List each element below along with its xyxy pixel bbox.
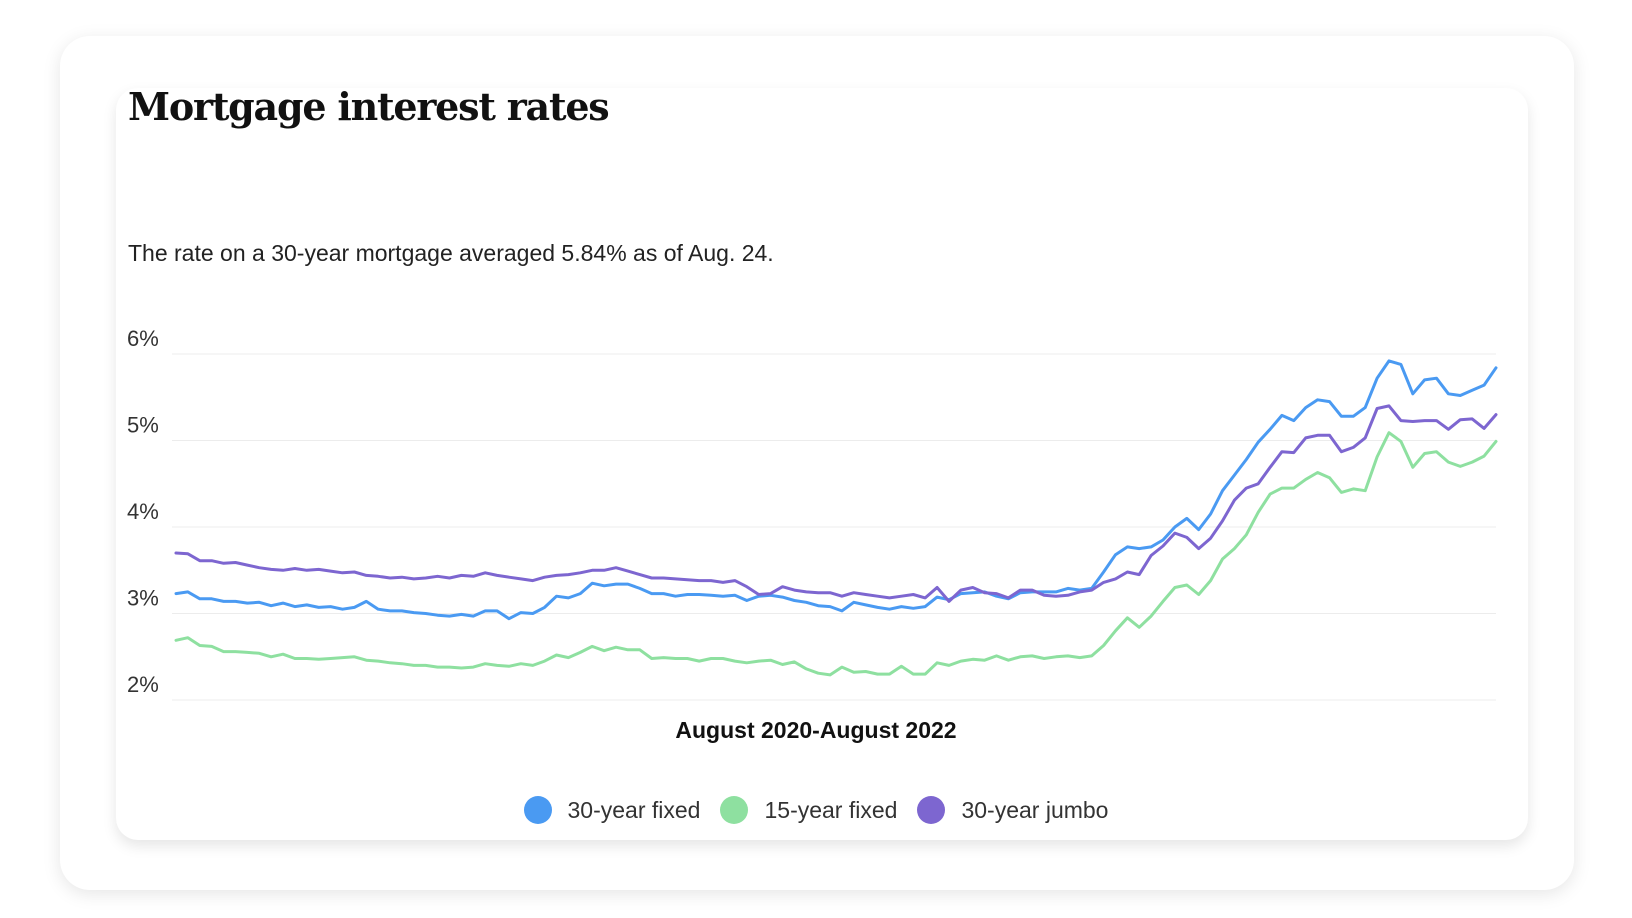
x-axis-label: August 2020-August 2022 xyxy=(675,717,956,743)
chart-subtitle: The rate on a 30-year mortgage averaged … xyxy=(128,240,774,266)
legend-label: 15-year fixed xyxy=(764,796,898,823)
series-line-15-year-fixed xyxy=(174,431,1498,677)
y-tick-label: 6% xyxy=(127,326,159,351)
legend-item[interactable]: 30-year jumbo xyxy=(917,796,1108,824)
line-chart: 6% 5% 4% 3% 2% August 2020-August 2022 xyxy=(127,326,1498,743)
series-lines xyxy=(174,359,1498,677)
series-line-30-year-jumbo xyxy=(174,404,1498,603)
y-axis-ticks: 6% 5% 4% 3% 2% xyxy=(127,326,159,697)
chart-card xyxy=(116,88,1528,840)
legend-dot-icon xyxy=(523,796,552,824)
y-tick-label: 5% xyxy=(127,413,159,438)
y-tick-label: 4% xyxy=(127,499,159,524)
legend-dot-icon xyxy=(917,796,946,824)
chart-title: Mortgage interest rates xyxy=(128,84,610,129)
legend-item[interactable]: 15-year fixed xyxy=(720,796,897,824)
y-tick-label: 2% xyxy=(127,672,159,697)
series-line-30-year-fixed xyxy=(174,359,1498,621)
gridlines xyxy=(172,353,1496,701)
legend-item[interactable]: 30-year fixed xyxy=(523,796,701,824)
legend-label: 30-year fixed xyxy=(567,796,701,823)
legend-label: 30-year jumbo xyxy=(961,796,1109,823)
legend: 30-year fixed 15-year fixed 30-year jumbo xyxy=(0,796,1632,824)
legend-dot-icon xyxy=(720,796,749,824)
y-tick-label: 3% xyxy=(127,586,159,611)
